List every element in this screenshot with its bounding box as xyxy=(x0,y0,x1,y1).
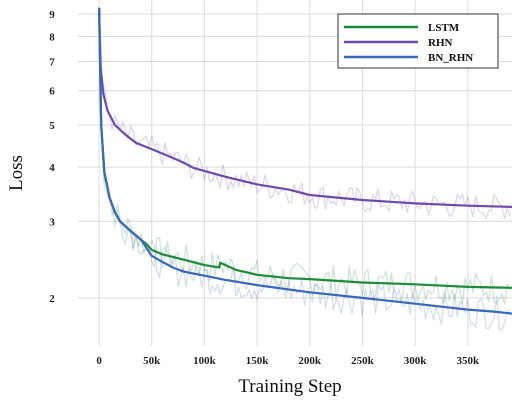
x-tick-label: 50k xyxy=(143,355,161,367)
series-line-bn-rhn xyxy=(98,7,512,315)
series-line-rhn xyxy=(98,7,512,208)
y-tick-label: 4 xyxy=(49,162,55,174)
raw-trace-bn-rhn xyxy=(98,7,511,331)
y-tick-label: 9 xyxy=(49,9,55,21)
y-tick-label: 5 xyxy=(49,120,55,132)
y-tick-label: 3 xyxy=(49,216,55,228)
x-tick-label: 150k xyxy=(246,355,270,367)
raw-trace-lstm xyxy=(98,7,511,306)
x-tick-label: 100k xyxy=(193,355,217,367)
legend-label: LSTM xyxy=(428,22,460,34)
y-tick-label: 7 xyxy=(49,57,55,69)
x-axis-title: Training Step xyxy=(238,376,341,397)
x-tick-label: 300k xyxy=(404,355,428,367)
legend-label: BN_RHN xyxy=(428,52,473,64)
series-lines xyxy=(98,7,512,315)
legend: LSTM RHN BN_RHN xyxy=(337,13,499,69)
x-tick-label: 0 xyxy=(96,355,102,367)
y-tick-label: 8 xyxy=(49,31,55,43)
y-tick-label: 6 xyxy=(49,86,55,98)
y-axis-title: Loss xyxy=(6,155,27,191)
y-tick-labels: 2 3 4 5 6 7 8 9 xyxy=(49,9,55,305)
x-tick-label: 250k xyxy=(351,355,375,367)
x-tick-labels: 0 50k 100k 150k 200k 250k 300k 350k xyxy=(96,355,480,367)
x-tick-label: 350k xyxy=(456,355,480,367)
y-tick-label: 2 xyxy=(49,293,55,305)
x-tick-label: 200k xyxy=(298,355,322,367)
legend-label: RHN xyxy=(428,37,453,49)
